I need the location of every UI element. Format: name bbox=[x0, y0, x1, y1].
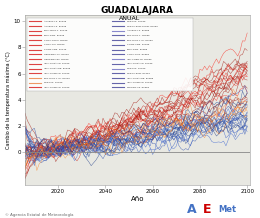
X-axis label: Año: Año bbox=[131, 196, 144, 202]
Y-axis label: Cambio de la temperatura máxima (°C): Cambio de la temperatura máxima (°C) bbox=[5, 51, 11, 149]
Text: Met: Met bbox=[218, 205, 236, 214]
Text: E: E bbox=[203, 203, 211, 216]
Title: GUADALAJARA: GUADALAJARA bbox=[101, 5, 174, 15]
Text: A: A bbox=[187, 203, 197, 216]
Text: ANUAL: ANUAL bbox=[119, 16, 141, 21]
Text: © Agencia Estatal de Meteorología: © Agencia Estatal de Meteorología bbox=[5, 213, 74, 217]
